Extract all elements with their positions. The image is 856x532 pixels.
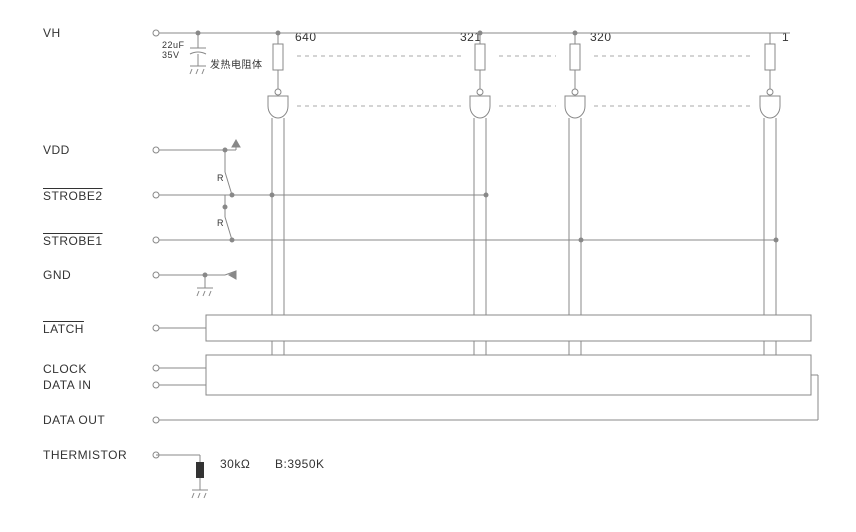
- schematic-svg: [0, 0, 856, 532]
- block-diagram: VH VDD STROBE2 STROBE1 GND LATCH CLOCK D…: [0, 0, 856, 532]
